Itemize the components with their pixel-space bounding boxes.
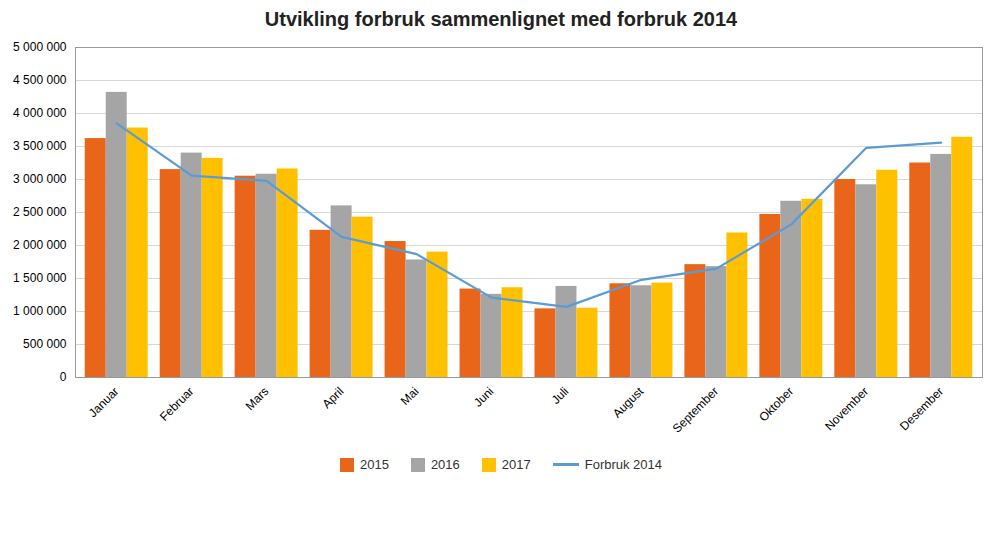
svg-text:Juni: Juni <box>471 384 496 409</box>
svg-text:4 500 000: 4 500 000 <box>13 73 67 87</box>
svg-text:November: November <box>822 384 871 433</box>
html-text:2017: 2017 <box>501 457 531 472</box>
svg-text:April: April <box>320 384 347 411</box>
svg-text:Desember: Desember <box>897 384 946 433</box>
svg-text:1 000 000: 1 000 000 <box>13 304 67 318</box>
svg-text:Mars: Mars <box>243 384 272 413</box>
html-text:Forbruk 2014: Forbruk 2014 <box>584 457 662 472</box>
svg-text:3 000 000: 3 000 000 <box>13 172 67 186</box>
svg-text:1 500 000: 1 500 000 <box>13 271 67 285</box>
svg-text:5 000 000: 5 000 000 <box>13 40 67 54</box>
svg-text:2 000 000: 2 000 000 <box>13 238 67 252</box>
svg-text:3 500 000: 3 500 000 <box>13 139 67 153</box>
svg-text:Februar: Februar <box>157 384 197 424</box>
html-text:2015: 2015 <box>360 457 389 472</box>
svg-text:Juli: Juli <box>549 384 572 407</box>
svg-text:Mai: Mai <box>398 384 422 408</box>
html-text:Utvikling forbruk sammenlignet: Utvikling forbruk sammenlignet med forbr… <box>264 8 738 30</box>
svg-text:September: September <box>670 384 721 435</box>
svg-text:2 500 000: 2 500 000 <box>13 205 67 219</box>
svg-text:Oktober: Oktober <box>756 384 796 424</box>
svg-text:Januar: Januar <box>86 384 122 420</box>
html-text:2016: 2016 <box>430 457 460 472</box>
svg-text:August: August <box>610 384 647 421</box>
svg-text:500 000: 500 000 <box>23 337 67 351</box>
svg-text:4 000 000: 4 000 000 <box>13 106 67 120</box>
svg-text:0: 0 <box>60 370 67 384</box>
